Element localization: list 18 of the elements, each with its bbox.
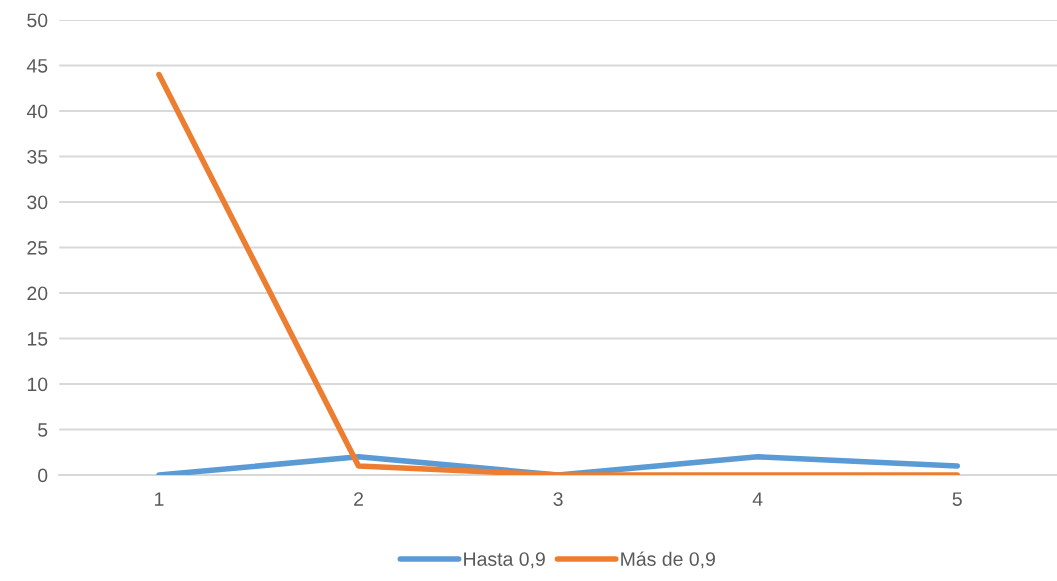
y-tick-label: 15: [27, 332, 48, 346]
y-tick-label: 50: [27, 13, 48, 28]
y-tick-label: 45: [26, 59, 48, 73]
y-tick-label: 30: [27, 195, 48, 210]
y-tick-label: 0: [38, 468, 48, 483]
x-tick-label: 1: [155, 492, 164, 506]
y-tick-label: 20: [27, 286, 48, 301]
y-tick-label: 25: [27, 240, 48, 255]
y-tick-label: 40: [26, 104, 48, 119]
y-tick-label: 35: [27, 149, 48, 164]
y-tick-label: 10: [27, 377, 48, 392]
y-tick-label: 5: [38, 423, 48, 437]
x-tick-label: 2: [354, 492, 363, 506]
x-tick-label: 3: [553, 492, 563, 506]
x-tick-label: 5: [952, 492, 962, 506]
x-tick-label: 4: [752, 492, 763, 506]
legend-label: Más de 0,9: [621, 551, 715, 569]
legend-label: Hasta 0,9: [464, 552, 545, 569]
